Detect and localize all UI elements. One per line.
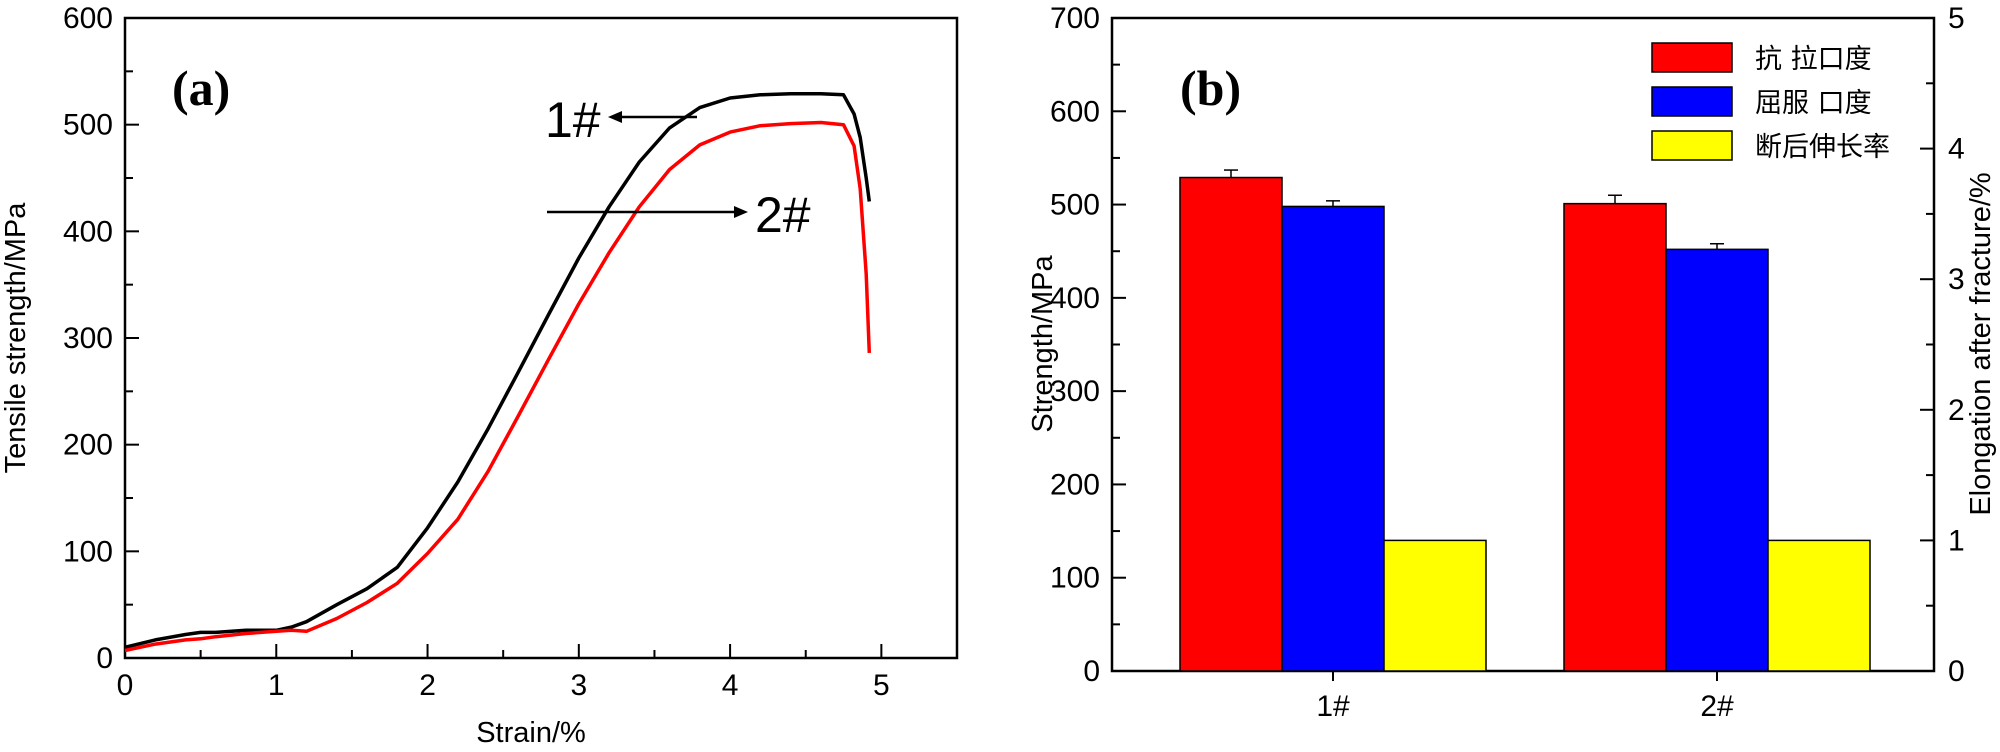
panel-b: 0 100 200 300 400 500 600 700 0 1 2 3 4 5 1# 2# (b) Str… <box>1027 2 1997 723</box>
y-tick-label: 500 <box>63 109 113 142</box>
y-tick-label: 300 <box>63 322 113 355</box>
y-tick-label: 300 <box>1050 375 1100 408</box>
panel-b-ylabel: Strength/MPa <box>1027 254 1059 432</box>
bar-2#-2 <box>1767 539 1871 672</box>
y-tick-label: 600 <box>1050 95 1100 128</box>
legend: 抗 拉口度 屈服 口度 断后伸长率 <box>1651 42 1890 163</box>
x-tick-label: 5 <box>873 669 890 702</box>
bar-2#-1 <box>1665 248 1769 672</box>
y2-tick-label: 2 <box>1948 394 1965 427</box>
x-tick-label: 4 <box>722 669 739 702</box>
y-tick-label: 500 <box>1050 189 1100 222</box>
x-tick-label: 2# <box>1700 690 1734 723</box>
legend-swatch-0 <box>1651 42 1733 73</box>
y-tick-label: 100 <box>1050 562 1100 595</box>
x-tick-label: 0 <box>117 669 134 702</box>
legend-swatch-2 <box>1651 130 1733 161</box>
legend-label-1: 屈服 口度 <box>1755 88 1872 119</box>
callout-2-arrowhead <box>734 206 748 218</box>
panel-b-y2label: Elongation after fracture/% <box>1965 172 1997 515</box>
y-tick-label: 700 <box>1050 2 1100 35</box>
panel-a-lines <box>124 91 872 653</box>
series-line-2# <box>124 120 872 653</box>
y-tick-label: 100 <box>63 535 113 568</box>
legend-label-0: 抗 拉口度 <box>1755 44 1872 75</box>
bar-1#-0 <box>1179 176 1283 672</box>
legend-swatch-1 <box>1651 86 1733 117</box>
x-tick-label: 1# <box>1316 690 1350 723</box>
x-tick-label: 3 <box>570 669 587 702</box>
x-tick-label: 1 <box>268 669 285 702</box>
panel-b-ticks: 0 100 200 300 400 500 600 700 0 1 2 3 4 5 1# 2# <box>1050 2 1965 723</box>
panel-a-ticks: 0 1 2 3 4 5 0 100 200 300 400 500 600 <box>63 2 958 702</box>
panel-b-bars <box>1179 169 1871 672</box>
y2-tick-label: 0 <box>1948 655 1965 688</box>
panel-a-ylabel: Tensile strength/MPa <box>0 202 32 474</box>
series-line-1# <box>124 91 872 650</box>
y-tick-label: 0 <box>96 642 113 675</box>
y-tick-label: 200 <box>1050 468 1100 501</box>
bar-1#-1 <box>1281 205 1385 672</box>
callout-1: 1# <box>545 92 601 148</box>
y2-tick-label: 4 <box>1948 133 1965 166</box>
panel-a: 0 1 2 3 4 5 0 100 200 300 400 500 600 (a) Strain/% T… <box>0 2 959 749</box>
y-tick-label: 400 <box>1050 282 1100 315</box>
x-tick-label: 2 <box>419 669 436 702</box>
y-tick-label: 400 <box>63 215 113 248</box>
y-tick-label: 0 <box>1083 655 1100 688</box>
y2-tick-label: 5 <box>1948 2 1965 35</box>
y-tick-label: 200 <box>63 429 113 462</box>
panel-a-label: (a) <box>172 60 230 116</box>
y2-tick-label: 1 <box>1948 524 1965 557</box>
legend-label-2: 断后伸长率 <box>1755 132 1890 163</box>
callout-1-arrowhead <box>608 111 622 123</box>
panel-a-frame <box>123 16 959 660</box>
panel-a-xlabel: Strain/% <box>476 717 586 749</box>
panel-b-label: (b) <box>1180 60 1241 116</box>
bar-1#-2 <box>1383 539 1487 672</box>
bar-2#-0 <box>1563 202 1667 672</box>
y-tick-label: 600 <box>63 2 113 35</box>
callout-2: 2# <box>755 187 811 243</box>
y2-tick-label: 3 <box>1948 263 1965 296</box>
